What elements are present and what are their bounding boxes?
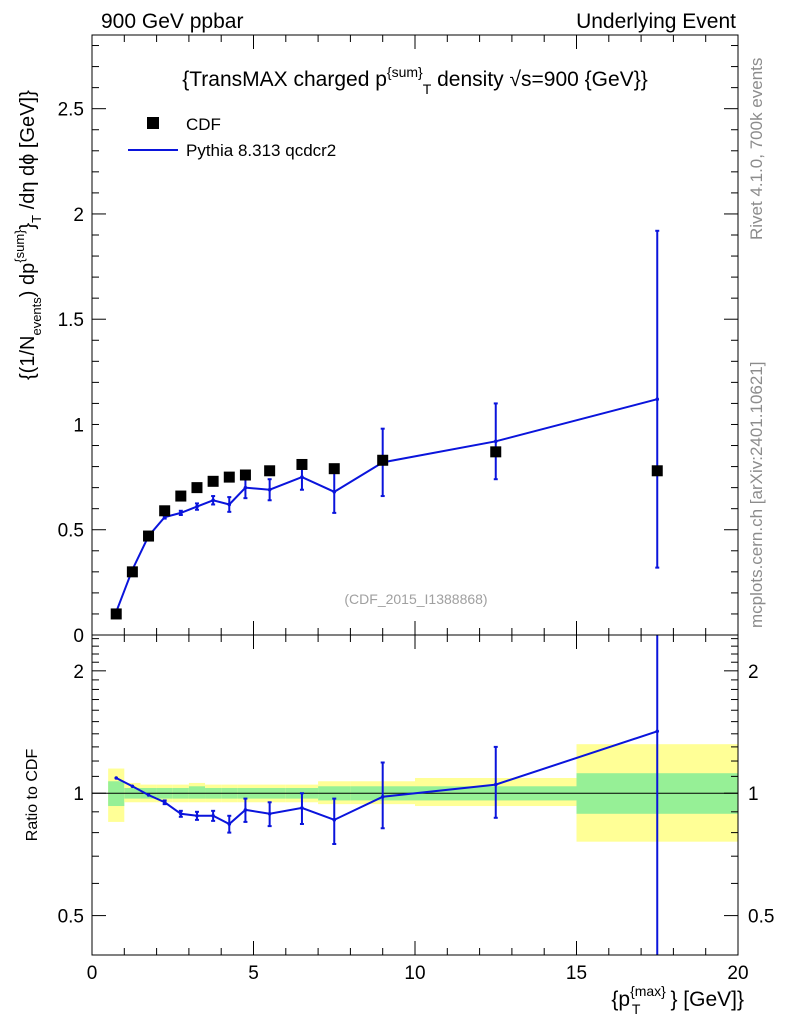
header-left: 900 GeV ppbar — [101, 10, 243, 33]
mc-point — [179, 511, 183, 515]
ratio-plot: 0 5 10 15 20 0.5 0.5 1 1 2 2 Ratio to CDF {p{max} T… — [24, 634, 774, 1017]
ratio-mc-point — [162, 800, 167, 805]
ylabel-b: ) dp — [17, 263, 39, 297]
title-sub: T — [423, 81, 432, 97]
ratio-mc-point — [195, 813, 199, 818]
mc-point — [243, 485, 248, 490]
mcplots-label: mcplots.cern.ch [arXiv:2401.10621] — [747, 362, 766, 628]
cdf-marker — [651, 465, 663, 477]
ratio-y-tick-label: 0.5 — [58, 907, 84, 928]
ratio-mc-point — [130, 784, 135, 789]
x-tick-label: 15 — [566, 963, 587, 984]
cdf-marker — [126, 566, 138, 578]
ratio-y-tick-label: 2 — [73, 662, 84, 683]
ratio-mc-point — [332, 818, 337, 822]
ylabel-d: /dη dϕ [GeV]} — [17, 90, 39, 215]
mc-point — [267, 487, 272, 492]
x-tick-label: 10 — [404, 963, 425, 984]
title-sup: {sum} — [387, 64, 423, 80]
ylabel-a-sub: events — [29, 297, 44, 336]
ylabel-c-sub: T — [29, 215, 44, 223]
cdf-marker — [159, 505, 171, 517]
x-tick-label: 5 — [248, 963, 259, 984]
mc-point — [211, 498, 215, 503]
ratio-mc-line — [115, 730, 658, 826]
ratio-mc-point — [179, 811, 183, 816]
main-plot: 0.511.522.50 {TransMAX charged p{sum}T d… — [12, 34, 739, 647]
cdf-marker — [377, 454, 389, 466]
cdf-marker — [110, 608, 122, 620]
main-data-layer — [110, 229, 663, 620]
cdf-marker — [143, 530, 155, 542]
legend-cdf-label: CDF — [186, 115, 221, 134]
watermark: (CDF_2015_I1388868) — [344, 591, 487, 607]
main-ylabel: {(1/Nevents) dp{sum}}T /dη dϕ [GeV]} — [12, 90, 44, 380]
xlabel-sub: T — [632, 1001, 641, 1017]
ratio-y-tick-label-right: 2 — [748, 662, 759, 683]
mc-point — [195, 504, 199, 509]
ratio-mc-point — [114, 776, 119, 780]
y-tick-label: 2.5 — [58, 100, 84, 121]
ylabel-b-sup: {sum} — [12, 229, 27, 263]
cdf-marker — [264, 465, 276, 477]
ratio-data-layer — [92, 635, 738, 955]
rivet-label: Rivet 4.1.0, 700k events — [747, 58, 766, 240]
ratio-y-tick-label: 1 — [73, 784, 84, 805]
mc-point — [300, 475, 304, 479]
ratio-y-tick-label-right: 0.5 — [748, 907, 774, 928]
cdf-marker — [296, 458, 308, 470]
ratio-axes: 0 5 10 15 20 0.5 0.5 1 1 2 2 — [58, 635, 774, 984]
plot-title: {TransMAX charged p{sum}T density √s=900… — [182, 64, 647, 97]
title-pre: {TransMAX charged p — [182, 68, 387, 91]
ratio-mc-point — [655, 729, 660, 734]
mc-point — [227, 502, 232, 507]
ylabel-c: } — [17, 223, 39, 230]
cdf-marker — [175, 490, 187, 502]
y-tick-label: 1.5 — [58, 310, 84, 331]
legend-cdf-marker — [147, 117, 159, 129]
mc-point — [493, 439, 498, 444]
cdf-marker — [223, 471, 235, 483]
legend-pythia-label: Pythia 8.313 qcdcr2 — [186, 141, 336, 160]
legend: CDF Pythia 8.313 qcdcr2 — [128, 115, 336, 160]
xlabel-pre: {p — [611, 988, 630, 1011]
header-right: Underlying Event — [576, 10, 736, 33]
ratio-mc-point — [300, 806, 304, 810]
cdf-marker — [328, 463, 340, 475]
ratio-mc-point — [267, 811, 272, 816]
ratio-mc-point — [243, 808, 248, 812]
ratio-mc-point — [493, 782, 498, 787]
y-tick-label: 2 — [73, 205, 84, 226]
ratio-y-tick-label-right: 1 — [748, 784, 759, 805]
ylabel-a: {(1/N — [17, 336, 39, 380]
y-tick-label: 0.5 — [58, 521, 84, 542]
xlabel-sup: {max} — [630, 983, 666, 999]
x-tick-label: 0 — [87, 963, 98, 984]
band-inner — [188, 786, 206, 799]
ratio-xlabel: {p{max} T } [GeV]} — [611, 983, 744, 1017]
title-post: density √s=900 {GeV}} — [431, 68, 647, 91]
cdf-marker — [191, 482, 203, 494]
ratio-mc-point — [227, 822, 232, 826]
ratio-ylabel: Ratio to CDF — [24, 749, 41, 842]
y-tick-label: 1 — [73, 415, 84, 436]
cdf-marker — [207, 475, 219, 487]
cdf-marker — [490, 446, 502, 458]
ratio-mc-point — [146, 793, 151, 797]
ratio-mc-point — [380, 794, 385, 799]
xlabel-post: } [GeV]} — [670, 988, 744, 1011]
y-tick-label-zero: 0 — [73, 626, 84, 647]
mc-point — [655, 397, 660, 402]
cdf-marker — [239, 469, 251, 481]
x-tick-label: 20 — [727, 963, 748, 984]
mc-point — [332, 490, 337, 494]
ratio-mc-point — [211, 813, 215, 818]
main-axes: 0.5 1 1.5 2 2.5 0 — [58, 35, 739, 647]
